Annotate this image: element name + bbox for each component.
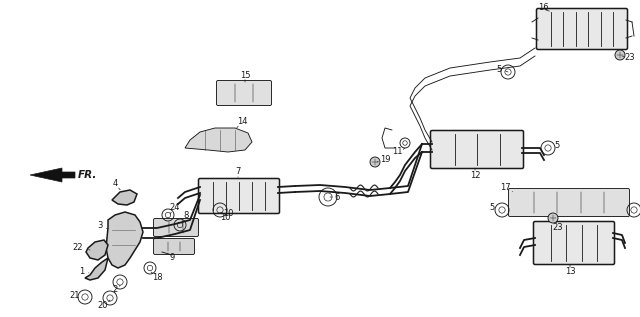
FancyBboxPatch shape: [534, 222, 614, 264]
Text: 9: 9: [170, 254, 175, 262]
Text: 11: 11: [392, 147, 403, 157]
FancyBboxPatch shape: [154, 238, 195, 255]
Text: 12: 12: [470, 171, 480, 179]
Polygon shape: [85, 258, 108, 280]
Polygon shape: [106, 212, 143, 268]
Text: 17: 17: [500, 184, 510, 192]
Text: FR.: FR.: [78, 170, 97, 180]
Polygon shape: [30, 168, 75, 182]
Text: 6: 6: [334, 192, 340, 202]
Circle shape: [548, 213, 558, 223]
Text: 8: 8: [183, 210, 189, 219]
Text: 3: 3: [97, 221, 102, 230]
FancyBboxPatch shape: [216, 81, 271, 106]
Text: 15: 15: [240, 70, 250, 80]
Text: 5: 5: [497, 66, 502, 74]
Text: 2: 2: [113, 286, 118, 294]
Text: 23: 23: [625, 54, 636, 62]
FancyBboxPatch shape: [198, 178, 280, 214]
Text: 21: 21: [70, 292, 80, 301]
Text: 7: 7: [236, 167, 241, 177]
FancyBboxPatch shape: [154, 218, 198, 236]
Text: 23: 23: [553, 223, 563, 232]
Text: 5: 5: [490, 203, 495, 211]
Polygon shape: [112, 190, 137, 205]
FancyBboxPatch shape: [536, 9, 627, 49]
Text: 1: 1: [79, 268, 84, 276]
Text: 19: 19: [380, 156, 390, 165]
Text: 13: 13: [564, 268, 575, 276]
Text: 4: 4: [113, 179, 118, 189]
Text: 14: 14: [237, 118, 247, 126]
Text: 18: 18: [152, 274, 163, 282]
Text: 10: 10: [223, 209, 233, 217]
Text: 5: 5: [554, 140, 559, 150]
FancyBboxPatch shape: [431, 131, 524, 169]
Text: 22: 22: [73, 243, 83, 251]
Circle shape: [615, 50, 625, 60]
Text: 24: 24: [170, 203, 180, 211]
FancyBboxPatch shape: [509, 189, 630, 217]
Polygon shape: [86, 240, 108, 260]
Text: 10: 10: [220, 214, 230, 223]
Text: 20: 20: [98, 301, 108, 309]
Polygon shape: [185, 128, 252, 152]
Circle shape: [370, 157, 380, 167]
Text: 16: 16: [538, 3, 548, 11]
